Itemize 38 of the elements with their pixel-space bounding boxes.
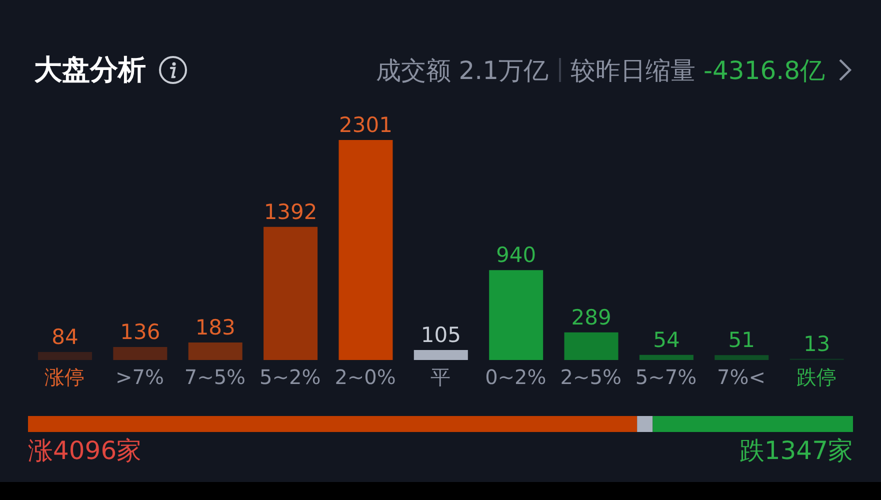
bar: [188, 342, 242, 360]
bar: [338, 140, 393, 360]
bar: [489, 270, 544, 360]
data-label: 54: [653, 328, 680, 352]
x-tick-label: 2~0%: [334, 365, 396, 389]
data-label: 183: [195, 316, 236, 340]
data-label: 跌1347家: [739, 436, 853, 465]
data-label: 涨4096家: [28, 436, 142, 465]
data-label: 2301: [339, 113, 392, 137]
x-tick-label: 2~5%: [560, 365, 622, 389]
bar: [639, 354, 694, 360]
x-tick-label: 0~2%: [485, 365, 546, 389]
chart-subtitle: 成交额 2.1万亿: [376, 54, 548, 86]
data-label: 105: [420, 322, 461, 347]
x-tick-label: 5~2%: [260, 365, 321, 389]
bar: [113, 346, 168, 360]
data-label: 136: [120, 320, 160, 344]
bar: [714, 355, 769, 360]
x-tick-label: 涨停: [44, 365, 85, 389]
data-label: 1392: [264, 200, 318, 224]
data-label: 51: [728, 328, 756, 352]
bar: [264, 226, 318, 360]
bar: [564, 332, 618, 360]
x-tick-label: 跌停: [796, 365, 836, 389]
x-tick-label: 5~7%: [635, 365, 697, 389]
x-tick-label: 平: [430, 365, 450, 389]
data-label: 940: [496, 243, 536, 268]
bar: [38, 352, 92, 360]
text: 较昨日缩量: [570, 54, 696, 86]
data-label: 13: [803, 332, 830, 356]
x-tick-label: 7%<: [716, 365, 766, 389]
data-label: 84: [52, 324, 78, 349]
bar: [414, 350, 468, 360]
chart-title: 大盘分析: [34, 52, 146, 88]
x-tick-label: 7~5%: [184, 365, 246, 389]
data-label: 289: [571, 305, 612, 330]
text: -4316.8亿: [704, 54, 825, 86]
x-tick-label: >7%: [116, 365, 164, 389]
